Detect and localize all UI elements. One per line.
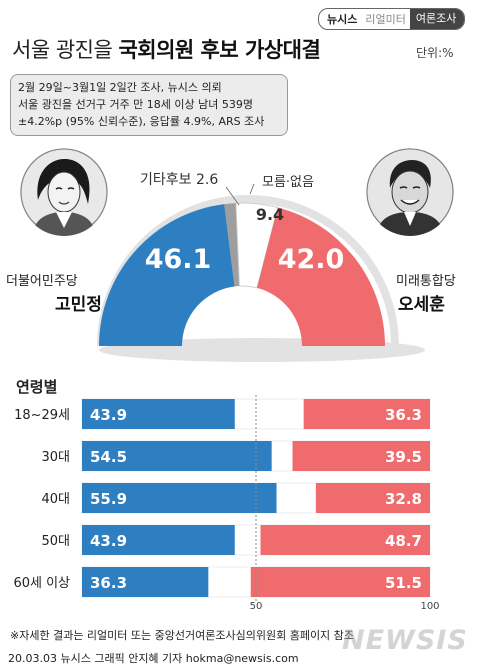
donut-label-other: 기타후보 2.6: [140, 172, 218, 188]
person-left-icon: [20, 148, 108, 236]
survey-info-line: 서울 광진을 선거구 거주 만 18세 이상 남녀 539명: [18, 98, 254, 111]
donut-slice-right: [256, 207, 385, 346]
donut-slice-other: [224, 203, 240, 287]
credit-line: 20.03.03 뉴시스 그래픽 안지혜 기자 hokma@newsis.com: [8, 652, 299, 665]
leader-line-undecided: [249, 183, 255, 195]
newsis-watermark: NEWSIS: [342, 625, 468, 656]
bar-left-value: 54.5: [90, 448, 127, 466]
x-tick-label: 100: [420, 601, 439, 612]
bar-left-candidate: [82, 441, 272, 471]
candidate-right-party: 미래통합당: [396, 274, 456, 289]
x-tick-label: 50: [250, 601, 263, 612]
person-right-icon: [366, 148, 454, 236]
age-bar-chart: 18~29세 43.9 36.3 30대 54.5 39.5 40대 55.9 32.8 50대 4…: [13, 395, 440, 612]
bar-right-candidate: [303, 399, 430, 429]
brand-tag: 뉴시스 리얼미터 여론조사: [318, 8, 466, 30]
bar-right-candidate: [260, 525, 430, 555]
page-title: 서울 광진을 국회의원 후보 가상대결: [12, 34, 321, 64]
bar-left-candidate: [82, 525, 235, 555]
bar-left-value: 43.9: [90, 532, 127, 550]
bar-left-value: 43.9: [90, 406, 127, 424]
age-category-label: 50대: [41, 534, 70, 549]
title-plain: 서울 광진을: [12, 38, 119, 62]
bar-right-candidate: [315, 483, 430, 513]
bar-left-value: 36.3: [90, 574, 127, 592]
bar-right-value: 48.7: [385, 532, 422, 550]
age-chart-title: 연령별: [16, 378, 58, 396]
brand-poll: 여론조사: [409, 9, 465, 29]
donut-label-undecided-name: 모름·없음: [262, 175, 314, 190]
survey-info-line: ±4.2%p (95% 신뢰수준), 응답률 4.9%, ARS 조사: [18, 115, 265, 128]
candidate-right-photo: [366, 148, 454, 236]
candidate-left-name: 고민정: [55, 295, 102, 315]
bar-left-candidate: [82, 483, 277, 513]
bar-right-value: 39.5: [385, 448, 422, 466]
bar-right-value: 51.5: [385, 574, 422, 592]
unit-label: 단위:%: [416, 46, 454, 60]
bar-right-candidate: [292, 441, 430, 471]
candidate-left-party: 더불어민주당: [6, 274, 78, 289]
age-category-label: 60세 이상: [13, 576, 70, 591]
bar-right-value: 32.8: [385, 490, 422, 508]
bar-left-candidate: [82, 399, 235, 429]
survey-info-line: 2월 29일~3월1일 2일간 조사, 뉴시스 의뢰: [18, 81, 222, 94]
bar-left-candidate: [82, 567, 209, 597]
donut-label-right: 42.0: [278, 244, 345, 275]
age-category-label: 30대: [41, 450, 70, 465]
candidate-right-name: 오세훈: [398, 295, 445, 315]
brand-newsis: 뉴시스: [327, 13, 358, 26]
donut-label-left: 46.1: [145, 244, 212, 275]
donut-slice-undecided: [235, 202, 279, 289]
age-category-label: 18~29세: [14, 408, 70, 423]
footnote: ※자세한 결과는 리얼미터 또는 중앙선거여론조사심의위원회 홈페이지 참조: [10, 629, 354, 642]
bar-left-value: 55.9: [90, 490, 127, 508]
half-donut-chart: 46.1 42.0 기타후보 2.6 모름·없음 9.4: [97, 172, 425, 362]
donut-label-undecided-value: 9.4: [256, 205, 284, 224]
bar-right-value: 36.3: [385, 406, 422, 424]
donut-slice-left: [99, 204, 235, 346]
title-bold: 국회의원 후보 가상대결: [118, 38, 321, 62]
bar-right-candidate: [250, 567, 430, 597]
candidate-left-photo: [20, 148, 108, 236]
leader-line-other: [225, 186, 240, 206]
survey-info-box: 2월 29일~3월1일 2일간 조사, 뉴시스 의뢰 서울 광진을 선거구 거주…: [10, 74, 288, 136]
brand-realmeter: 리얼미터: [365, 13, 406, 26]
age-category-label: 40대: [41, 492, 70, 507]
